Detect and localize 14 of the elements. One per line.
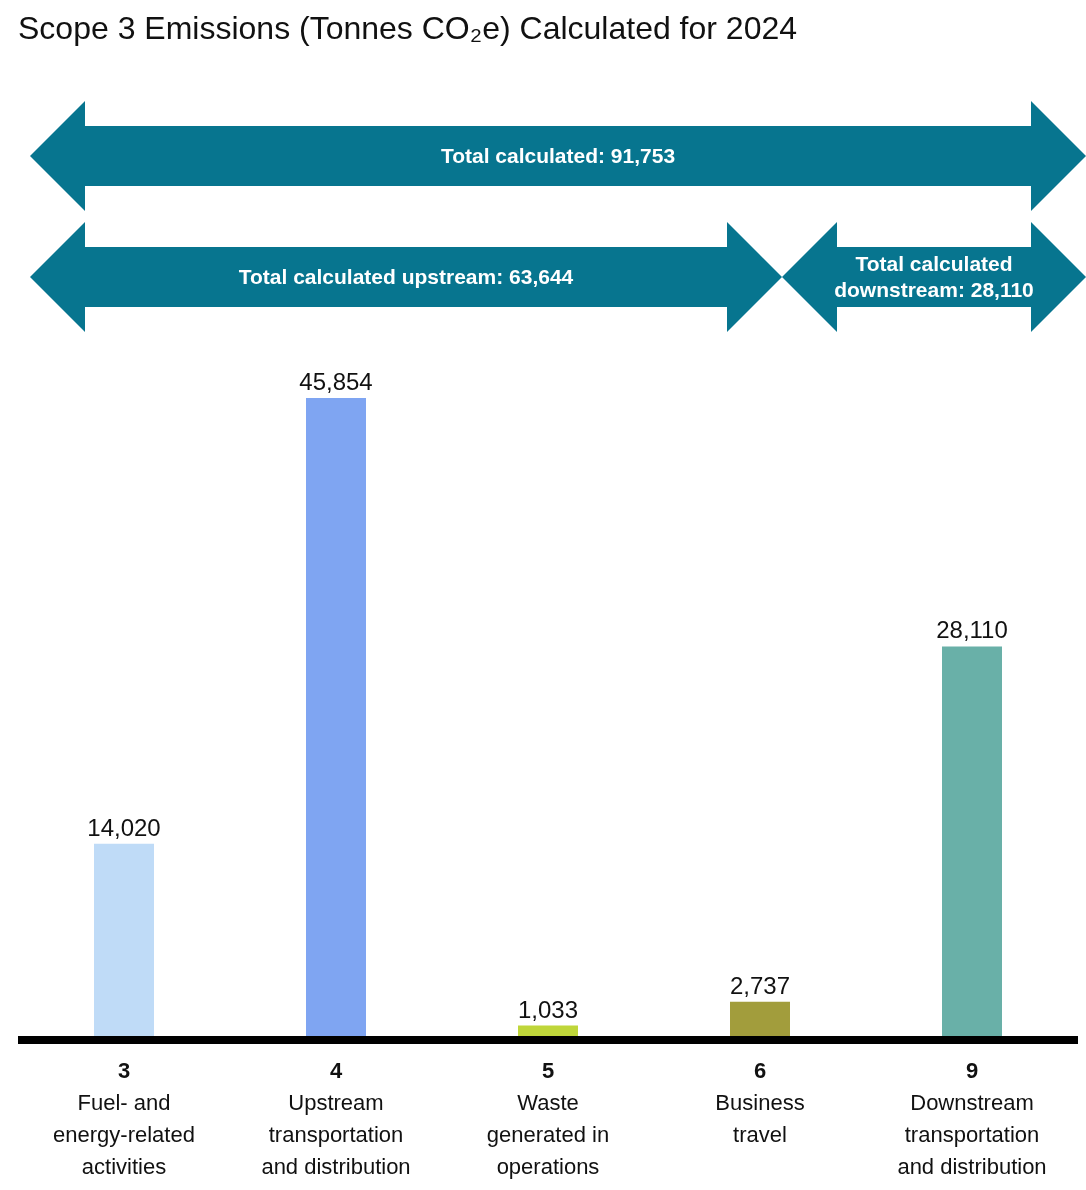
data-label: 1,033 <box>517 995 579 1023</box>
text: Total calculated: 91,753 <box>440 143 676 169</box>
text: Total calculated upstream: 63,644 <box>238 264 574 290</box>
x-tick-label: 9 Downstream transportation and distribution <box>897 1058 1047 1179</box>
text: Total calculated downstream: 28,110 <box>833 251 1035 303</box>
x-tick-label: 5 Waste generated in operations <box>486 1058 610 1179</box>
x-tick-label: 3 Fuel- and energy-related activities <box>53 1058 195 1179</box>
data-label: 14,020 <box>87 813 161 841</box>
chart-title: Scope 3 Emissions (Tonnes CO₂e) Calculated for 2024 <box>18 10 798 47</box>
data-label: 2,737 <box>729 971 791 999</box>
data-label: 28,110 <box>936 616 1008 644</box>
data-label: 45,854 <box>299 368 373 395</box>
x-tick-label: 4 Upstream transportation and distribution <box>261 1058 411 1179</box>
x-tick-label: 6 Business travel <box>715 1058 805 1147</box>
